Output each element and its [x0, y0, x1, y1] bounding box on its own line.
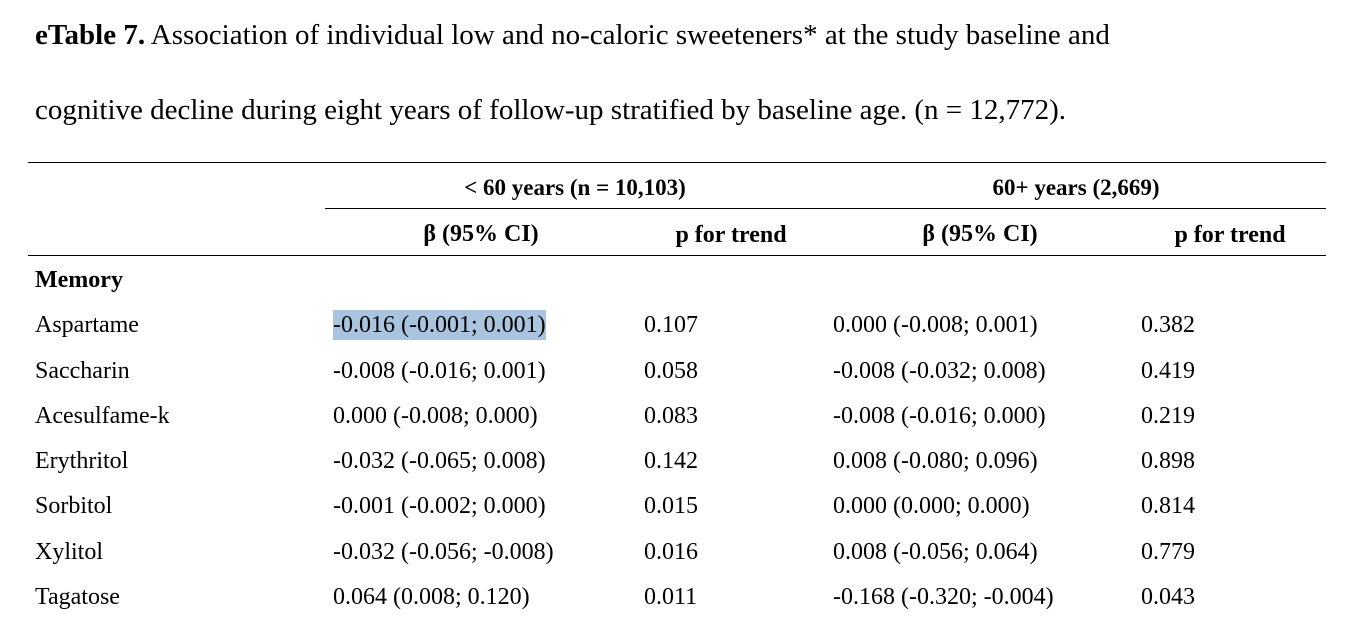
table-title-line-1: eTable 7. Association of individual low …	[35, 18, 1110, 52]
row-name: Saccharin	[35, 358, 130, 384]
col-header-p-2: p for trend	[1174, 222, 1286, 248]
cell-beta-1: -0.008 (-0.016; 0.001)	[333, 358, 546, 384]
cell-beta-2: 0.000 (0.000; 0.000)	[833, 493, 1030, 519]
cell-p-2: 0.043	[1141, 584, 1195, 610]
cell-p-2: 0.219	[1141, 403, 1195, 429]
group-header-under-60: < 60 years (n = 10,103)	[464, 175, 686, 200]
cell-beta-1: 0.064 (0.008; 0.120)	[333, 584, 530, 610]
row-name: Aspartame	[35, 312, 139, 338]
cell-p-2: 0.419	[1141, 358, 1195, 384]
cell-beta-2: -0.008 (-0.032; 0.008)	[833, 358, 1046, 384]
cell-p-1: 0.015	[644, 493, 698, 519]
table-title-text: Association of individual low and no-cal…	[145, 19, 1110, 51]
cell-p-2: 0.382	[1141, 312, 1195, 338]
cell-p-1: 0.083	[644, 403, 698, 429]
col-header-beta-1: β (95% CI)	[423, 221, 539, 247]
row-name: Sorbitol	[35, 493, 113, 519]
cell-p-1: 0.142	[644, 448, 698, 474]
row-name: Xylitol	[35, 539, 104, 565]
cell-p-2: 0.779	[1141, 539, 1195, 565]
cell-beta-1: -0.032 (-0.065; 0.008)	[333, 448, 546, 474]
cell-beta-1: 0.000 (-0.008; 0.000)	[333, 403, 538, 429]
row-name: Tagatose	[35, 584, 120, 610]
cell-beta-2: 0.000 (-0.008; 0.001)	[833, 312, 1038, 338]
cell-p-1: 0.016	[644, 539, 698, 565]
cell-beta-2: -0.168 (-0.320; -0.004)	[833, 584, 1054, 610]
row-name: Acesulfame-k	[35, 403, 170, 429]
top-rule	[28, 162, 1326, 163]
col-header-beta-2: β (95% CI)	[922, 221, 1038, 247]
header-rule	[28, 255, 1326, 256]
table-title-line-2: cognitive decline during eight years of …	[35, 94, 1067, 126]
cell-beta-2: -0.008 (-0.016; 0.000)	[833, 403, 1046, 429]
cell-p-1: 0.011	[644, 584, 698, 610]
group-header-60-plus: 60+ years (2,669)	[992, 175, 1160, 200]
section-memory: Memory	[35, 267, 123, 293]
table-label: eTable 7.	[35, 19, 146, 51]
cell-p-2: 0.898	[1141, 448, 1195, 474]
cell-beta-2: 0.008 (-0.080; 0.096)	[833, 448, 1038, 474]
cell-beta-2: 0.008 (-0.056; 0.064)	[833, 539, 1038, 565]
cell-beta-1-selected[interactable]: -0.016 (-0.001; 0.001)	[333, 310, 546, 340]
row-name: Erythritol	[35, 448, 129, 474]
cell-beta-1: -0.032 (-0.056; -0.008)	[333, 539, 554, 565]
cell-p-1: 0.107	[644, 312, 698, 338]
group-rule	[325, 208, 1326, 209]
col-header-p-1: p for trend	[675, 222, 787, 248]
cell-p-2: 0.814	[1141, 493, 1195, 519]
cell-beta-1: -0.001 (-0.002; 0.000)	[333, 493, 546, 519]
cell-p-1: 0.058	[644, 358, 698, 384]
